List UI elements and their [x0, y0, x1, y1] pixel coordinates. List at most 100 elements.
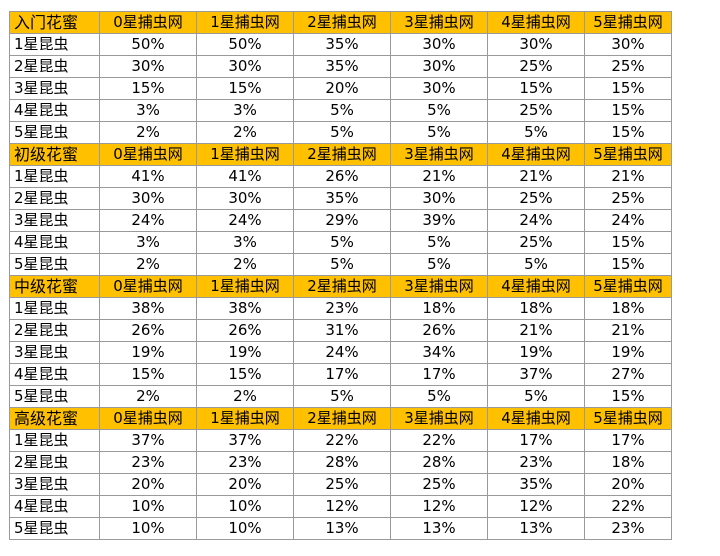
value-cell[interactable]: 23% — [293, 297, 391, 320]
value-cell[interactable]: 25% — [487, 55, 585, 78]
value-cell[interactable]: 21% — [487, 319, 585, 342]
value-cell[interactable]: 41% — [99, 165, 197, 188]
value-cell[interactable]: 2% — [99, 121, 197, 144]
value-cell[interactable]: 25% — [293, 473, 391, 496]
value-cell[interactable]: 30% — [390, 33, 488, 56]
row-label-cell[interactable]: 1星昆虫 — [9, 33, 100, 56]
value-cell[interactable]: 21% — [584, 165, 672, 188]
value-cell[interactable]: 38% — [196, 297, 294, 320]
row-label-cell[interactable]: 2星昆虫 — [9, 187, 100, 210]
value-cell[interactable]: 15% — [196, 77, 294, 100]
column-header-cell[interactable]: 5星捕虫网 — [584, 407, 672, 430]
row-label-cell[interactable]: 5星昆虫 — [9, 121, 100, 144]
column-header-cell[interactable]: 2星捕虫网 — [293, 275, 391, 298]
value-cell[interactable]: 24% — [196, 209, 294, 232]
value-cell[interactable]: 19% — [99, 341, 197, 364]
value-cell[interactable]: 28% — [293, 451, 391, 474]
value-cell[interactable]: 39% — [390, 209, 488, 232]
value-cell[interactable]: 21% — [584, 319, 672, 342]
value-cell[interactable]: 26% — [293, 165, 391, 188]
value-cell[interactable]: 17% — [584, 429, 672, 452]
value-cell[interactable]: 2% — [196, 121, 294, 144]
value-cell[interactable]: 12% — [293, 495, 391, 518]
value-cell[interactable]: 2% — [196, 385, 294, 408]
value-cell[interactable]: 21% — [390, 165, 488, 188]
column-header-cell[interactable]: 5星捕虫网 — [584, 275, 672, 298]
value-cell[interactable]: 19% — [584, 341, 672, 364]
value-cell[interactable]: 25% — [487, 231, 585, 254]
value-cell[interactable]: 25% — [584, 187, 672, 210]
value-cell[interactable]: 23% — [584, 517, 672, 540]
value-cell[interactable]: 37% — [196, 429, 294, 452]
value-cell[interactable]: 15% — [584, 385, 672, 408]
value-cell[interactable]: 13% — [390, 517, 488, 540]
value-cell[interactable]: 20% — [293, 77, 391, 100]
value-cell[interactable]: 5% — [487, 121, 585, 144]
row-label-cell[interactable]: 5星昆虫 — [9, 385, 100, 408]
value-cell[interactable]: 10% — [99, 517, 197, 540]
row-label-cell[interactable]: 4星昆虫 — [9, 363, 100, 386]
column-header-cell[interactable]: 2星捕虫网 — [293, 407, 391, 430]
column-header-cell[interactable]: 1星捕虫网 — [196, 11, 294, 34]
value-cell[interactable]: 50% — [99, 33, 197, 56]
value-cell[interactable]: 15% — [99, 363, 197, 386]
value-cell[interactable]: 10% — [196, 517, 294, 540]
value-cell[interactable]: 31% — [293, 319, 391, 342]
row-label-cell[interactable]: 3星昆虫 — [9, 473, 100, 496]
value-cell[interactable]: 41% — [196, 165, 294, 188]
value-cell[interactable]: 15% — [196, 363, 294, 386]
value-cell[interactable]: 18% — [390, 297, 488, 320]
value-cell[interactable]: 24% — [293, 341, 391, 364]
value-cell[interactable]: 10% — [196, 495, 294, 518]
value-cell[interactable]: 5% — [390, 385, 488, 408]
value-cell[interactable]: 30% — [390, 187, 488, 210]
column-header-cell[interactable]: 1星捕虫网 — [196, 407, 294, 430]
row-label-cell[interactable]: 3星昆虫 — [9, 209, 100, 232]
column-header-cell[interactable]: 1星捕虫网 — [196, 143, 294, 166]
row-label-cell[interactable]: 3星昆虫 — [9, 341, 100, 364]
value-cell[interactable]: 26% — [390, 319, 488, 342]
row-label-cell[interactable]: 4星昆虫 — [9, 99, 100, 122]
value-cell[interactable]: 2% — [196, 253, 294, 276]
value-cell[interactable]: 17% — [293, 363, 391, 386]
column-header-cell[interactable]: 0星捕虫网 — [99, 143, 197, 166]
value-cell[interactable]: 30% — [196, 55, 294, 78]
value-cell[interactable]: 30% — [487, 33, 585, 56]
column-header-cell[interactable]: 4星捕虫网 — [487, 11, 585, 34]
value-cell[interactable]: 12% — [487, 495, 585, 518]
value-cell[interactable]: 30% — [584, 33, 672, 56]
value-cell[interactable]: 18% — [487, 297, 585, 320]
column-header-cell[interactable]: 2星捕虫网 — [293, 143, 391, 166]
value-cell[interactable]: 20% — [99, 473, 197, 496]
value-cell[interactable]: 17% — [487, 429, 585, 452]
value-cell[interactable]: 30% — [196, 187, 294, 210]
value-cell[interactable]: 2% — [99, 385, 197, 408]
value-cell[interactable]: 5% — [293, 231, 391, 254]
value-cell[interactable]: 26% — [196, 319, 294, 342]
value-cell[interactable]: 2% — [99, 253, 197, 276]
value-cell[interactable]: 50% — [196, 33, 294, 56]
column-header-cell[interactable]: 3星捕虫网 — [390, 143, 488, 166]
row-label-cell[interactable]: 2星昆虫 — [9, 55, 100, 78]
value-cell[interactable]: 25% — [584, 55, 672, 78]
value-cell[interactable]: 3% — [196, 231, 294, 254]
value-cell[interactable]: 18% — [584, 297, 672, 320]
value-cell[interactable]: 5% — [293, 121, 391, 144]
value-cell[interactable]: 25% — [487, 99, 585, 122]
value-cell[interactable]: 5% — [390, 121, 488, 144]
row-label-cell[interactable]: 5星昆虫 — [9, 253, 100, 276]
value-cell[interactable]: 5% — [293, 253, 391, 276]
value-cell[interactable]: 19% — [196, 341, 294, 364]
value-cell[interactable]: 25% — [390, 473, 488, 496]
value-cell[interactable]: 35% — [293, 55, 391, 78]
column-header-cell[interactable]: 3星捕虫网 — [390, 275, 488, 298]
section-title-cell[interactable]: 初级花蜜 — [9, 143, 100, 166]
value-cell[interactable]: 5% — [293, 385, 391, 408]
row-label-cell[interactable]: 4星昆虫 — [9, 495, 100, 518]
value-cell[interactable]: 24% — [99, 209, 197, 232]
section-title-cell[interactable]: 入门花蜜 — [9, 11, 100, 34]
value-cell[interactable]: 21% — [487, 165, 585, 188]
value-cell[interactable]: 15% — [584, 231, 672, 254]
value-cell[interactable]: 35% — [487, 473, 585, 496]
section-title-cell[interactable]: 中级花蜜 — [9, 275, 100, 298]
